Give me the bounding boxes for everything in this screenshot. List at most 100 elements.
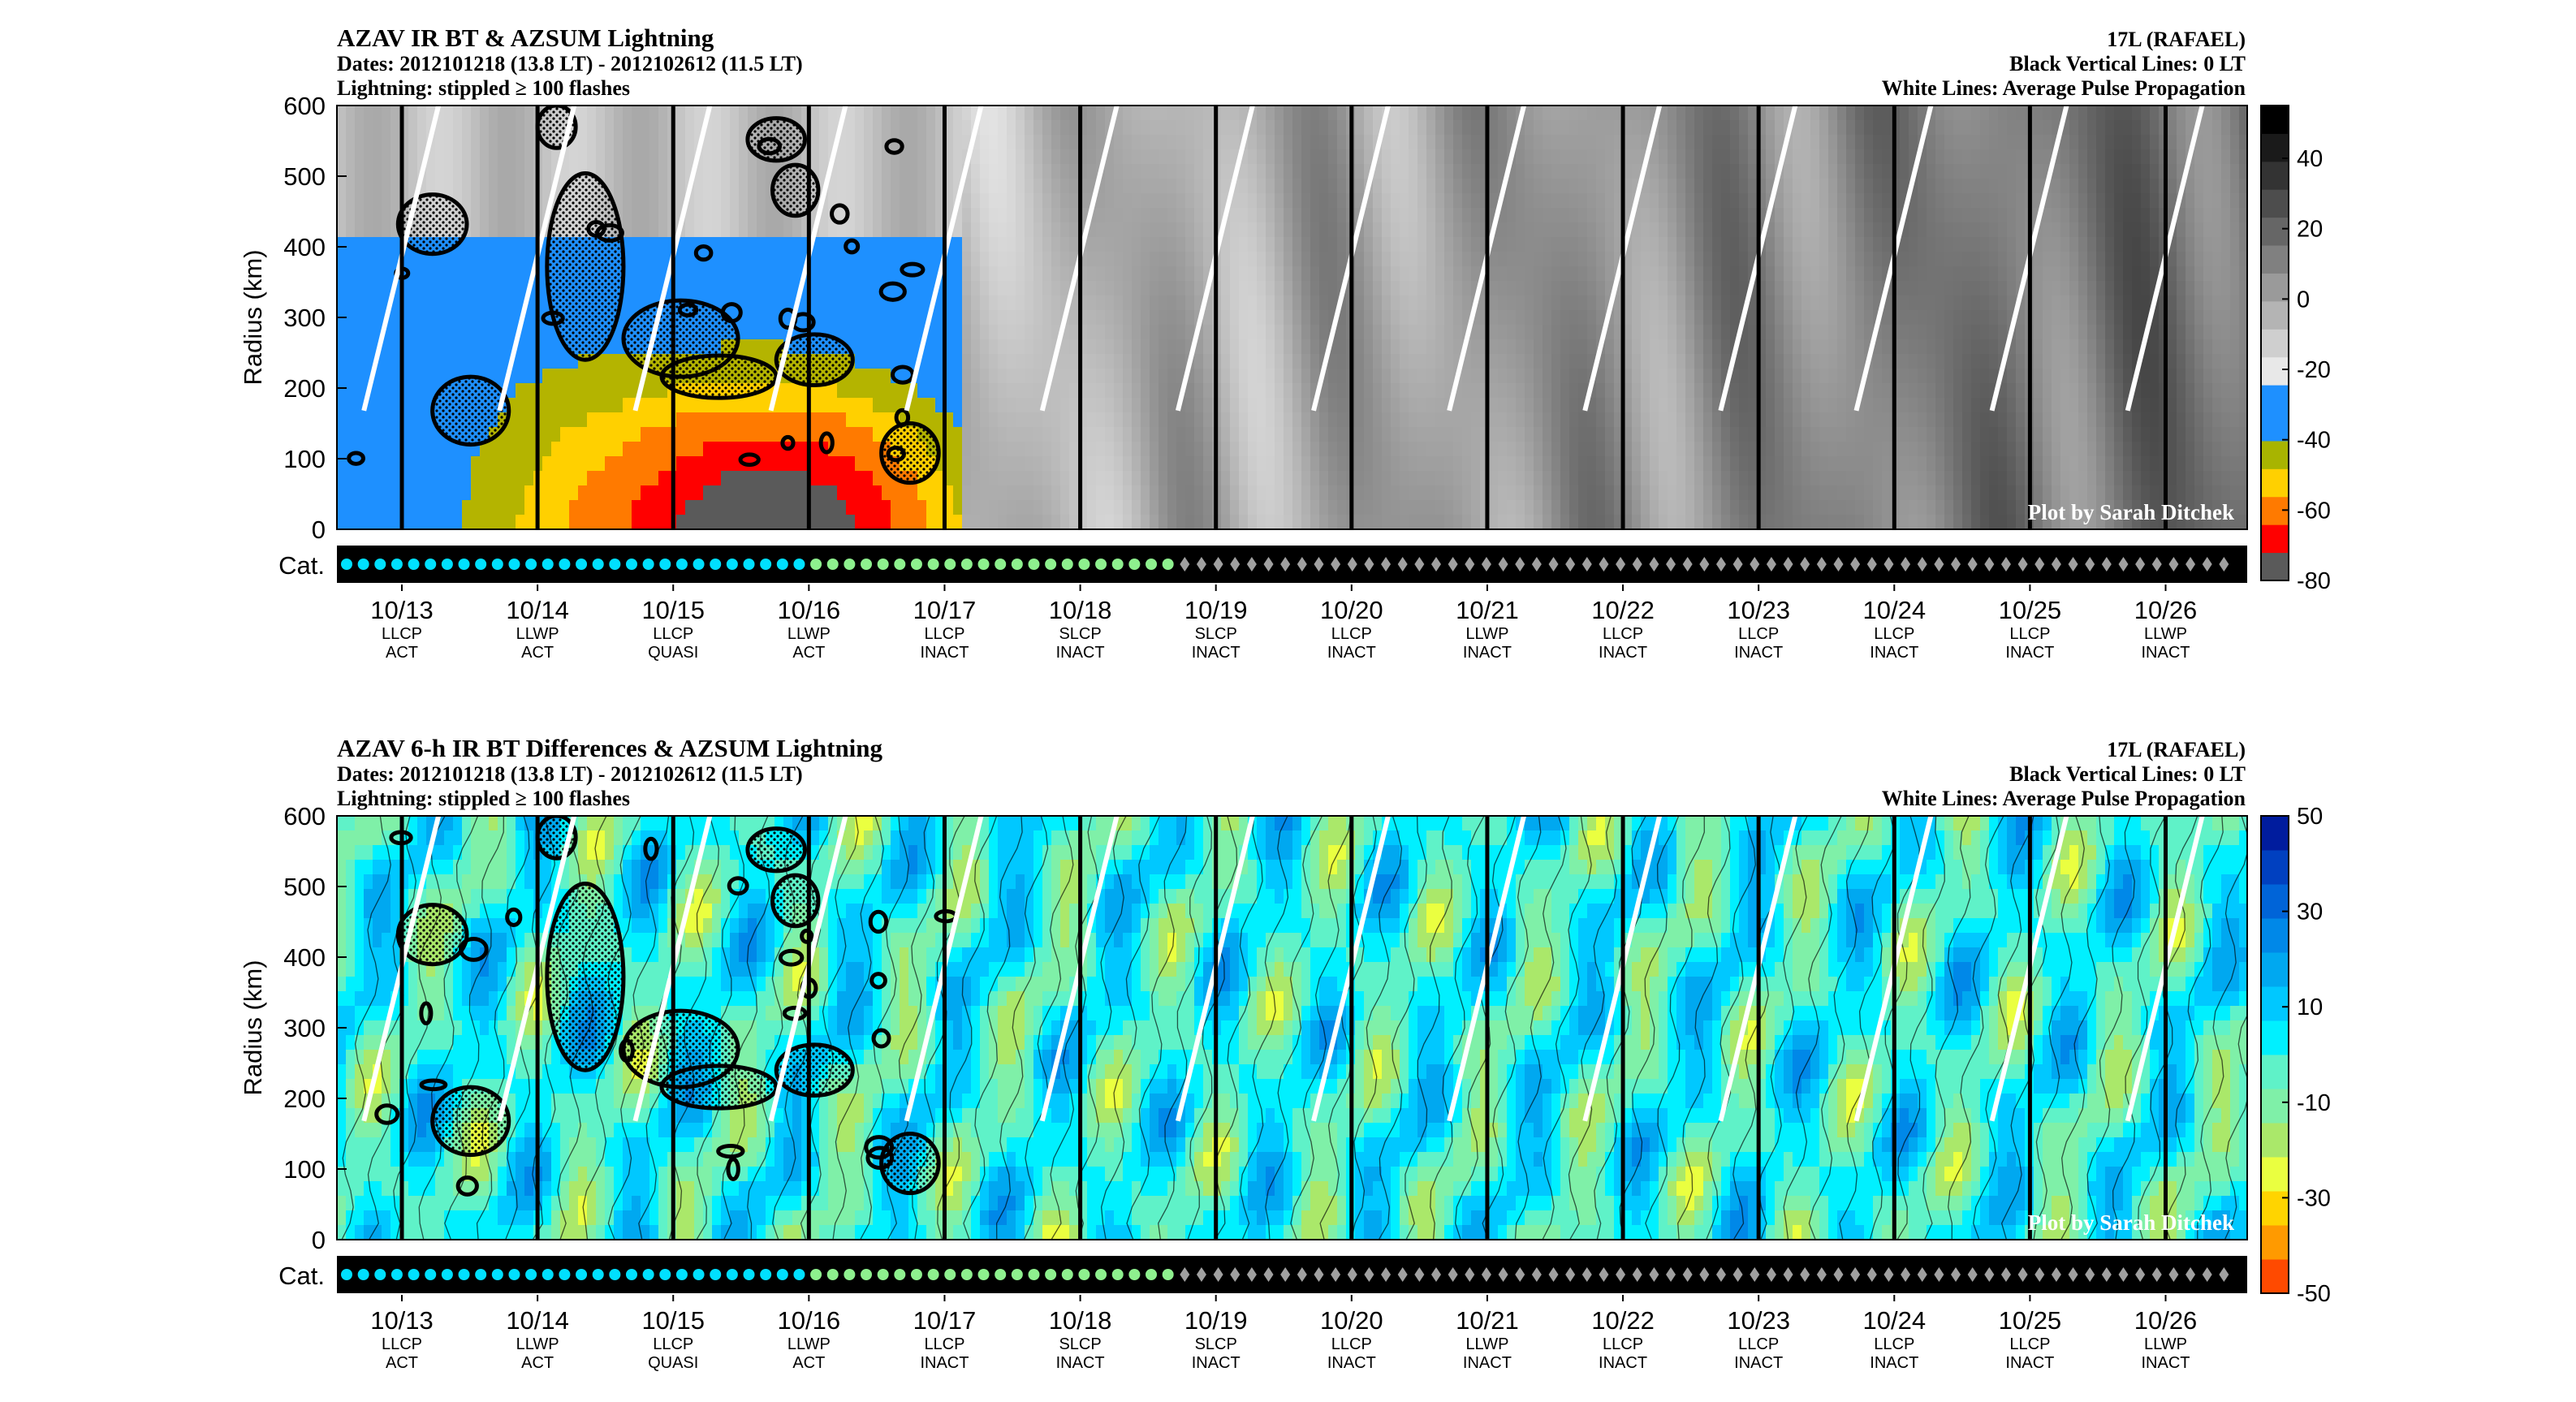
day-state-label: ACT [792, 1354, 825, 1372]
day-state-label: ACT [386, 644, 418, 662]
day-state-label: INACT [2005, 1354, 2054, 1372]
day-date-label: 10/20 [1320, 596, 1383, 624]
day-type-label: SLCP [1195, 1335, 1237, 1353]
day-state-label: INACT [1192, 644, 1241, 662]
day-date-label: 10/21 [1456, 1306, 1519, 1335]
top-panel: AZAV IR BT & AZSUM Lightning Dates: 2012… [239, 24, 2331, 662]
day-date-label: 10/14 [506, 596, 569, 624]
day-type-label: LLCP [1603, 625, 1643, 643]
day-type-label: LLWP [787, 1335, 831, 1353]
y-tick-label: 500 [283, 162, 326, 191]
day-state-label: INACT [1599, 1354, 1647, 1372]
bottom-y-axis: 0 100 200 300 400 500 600 [283, 802, 347, 1254]
day-type-label: SLCP [1059, 625, 1101, 643]
colorbar-tick-label: 10 [2297, 994, 2323, 1020]
day-type-label: LLCP [382, 625, 422, 643]
y-tick-label: 300 [283, 304, 326, 332]
bottom-cat-markers [341, 1267, 2229, 1282]
colorbar-tick-label: -30 [2297, 1185, 2331, 1211]
day-state-label: INACT [1463, 1354, 1512, 1372]
y-tick-label: 100 [283, 1155, 326, 1184]
y-tick-label: 300 [283, 1014, 326, 1042]
day-state-label: INACT [1463, 644, 1512, 662]
day-date-label: 10/19 [1184, 1306, 1248, 1335]
day-date-label: 10/13 [370, 1306, 434, 1335]
day-state-label: ACT [521, 644, 554, 662]
day-date-label: 10/20 [1320, 1306, 1383, 1335]
y-tick-label: 0 [312, 516, 326, 544]
day-type-label: LLCP [1738, 1335, 1779, 1353]
day-type-label: LLCP [653, 625, 693, 643]
day-type-label: LLCP [1331, 625, 1372, 643]
day-type-label: LLCP [924, 1335, 964, 1353]
bottom-day-labels: 10/13LLCPACT10/14LLWPACT10/15LLCPQUASI10… [370, 1295, 2197, 1372]
day-state-label: INACT [2142, 1354, 2190, 1372]
bottom-heatmap [337, 816, 2247, 1240]
day-date-label: 10/23 [1727, 1306, 1790, 1335]
colorbar-tick-label: -80 [2297, 568, 2331, 594]
colorbar-tick-label: 40 [2297, 146, 2323, 172]
day-state-label: INACT [1734, 1354, 1783, 1372]
bottom-colorbar: 50 30 10 -10 -30 -50 [2260, 804, 2331, 1307]
day-state-label: QUASI [648, 644, 698, 662]
bottom-lightning-contours [374, 816, 959, 1197]
top-heatmap [337, 106, 2247, 529]
day-state-label: INACT [1870, 1354, 1918, 1372]
bottom-panel: AZAV 6-h IR BT Differences & AZSUM Light… [239, 734, 2331, 1372]
day-date-label: 10/25 [1999, 596, 2062, 624]
top-right-3: White Lines: Average Pulse Propagation [1882, 76, 2246, 100]
day-date-label: 10/25 [1999, 1306, 2062, 1335]
top-credit: Plot by Sarah Ditchek [2028, 500, 2234, 524]
day-type-label: LLCP [1603, 1335, 1643, 1353]
colorbar-tick-label: 30 [2297, 899, 2323, 925]
top-title: AZAV IR BT & AZSUM Lightning [337, 24, 714, 52]
day-type-label: LLCP [1331, 1335, 1372, 1353]
y-tick-label: 500 [283, 873, 326, 901]
bottom-credit: Plot by Sarah Ditchek [2028, 1210, 2234, 1235]
y-tick-label: 400 [283, 233, 326, 261]
bottom-title: AZAV 6-h IR BT Differences & AZSUM Light… [337, 734, 883, 762]
day-date-label: 10/21 [1456, 596, 1519, 624]
day-type-label: LLCP [924, 625, 964, 643]
day-type-label: LLWP [2144, 1335, 2187, 1353]
day-type-label: SLCP [1059, 1335, 1101, 1353]
day-state-label: ACT [386, 1354, 418, 1372]
bottom-cat-strip [337, 1256, 2247, 1293]
bottom-ylabel: Radius (km) [239, 960, 267, 1095]
top-ylabel: Radius (km) [239, 249, 267, 385]
day-state-label: INACT [1599, 644, 1647, 662]
bottom-subtitle-1: Dates: 2012101218 (13.8 LT) - 2012102612… [337, 762, 803, 786]
day-type-label: LLWP [516, 625, 559, 643]
day-type-label: LLCP [2009, 625, 2050, 643]
top-colorbar: 40 20 0 -20 -40 -60 -80 [2260, 105, 2331, 594]
top-lt-lines [399, 106, 2168, 529]
top-cat-markers [341, 557, 2229, 572]
day-state-label: INACT [2005, 644, 2054, 662]
top-day-labels: 10/13LLCPACT10/14LLWPACT10/15LLCPQUASI10… [370, 585, 2197, 662]
top-y-axis: 0 100 200 300 400 500 600 [283, 92, 347, 544]
day-state-label: INACT [1327, 644, 1376, 662]
bottom-right-1: 17L (RAFAEL) [2107, 738, 2246, 761]
day-type-label: LLCP [1738, 625, 1779, 643]
day-type-label: LLWP [1465, 1335, 1508, 1353]
day-state-label: ACT [521, 1354, 554, 1372]
colorbar-tick-label: -10 [2297, 1090, 2331, 1116]
day-type-label: LLWP [2144, 625, 2187, 643]
top-cat-label: Cat. [278, 551, 325, 580]
day-date-label: 10/19 [1184, 596, 1248, 624]
day-date-label: 10/23 [1727, 596, 1790, 624]
top-subtitle-1: Dates: 2012101218 (13.8 LT) - 2012102612… [337, 52, 803, 75]
day-type-label: LLCP [2009, 1335, 2050, 1353]
day-date-label: 10/16 [778, 596, 841, 624]
day-date-label: 10/16 [778, 1306, 841, 1335]
day-date-label: 10/17 [913, 596, 977, 624]
day-date-label: 10/15 [641, 1306, 705, 1335]
top-cat-strip [337, 546, 2247, 583]
day-state-label: ACT [792, 644, 825, 662]
day-date-label: 10/15 [641, 596, 705, 624]
top-right-1: 17L (RAFAEL) [2107, 28, 2246, 51]
day-state-label: INACT [920, 1354, 969, 1372]
day-date-label: 10/24 [1862, 596, 1926, 624]
day-date-label: 10/17 [913, 1306, 977, 1335]
colorbar-tick-label: -20 [2297, 357, 2331, 383]
